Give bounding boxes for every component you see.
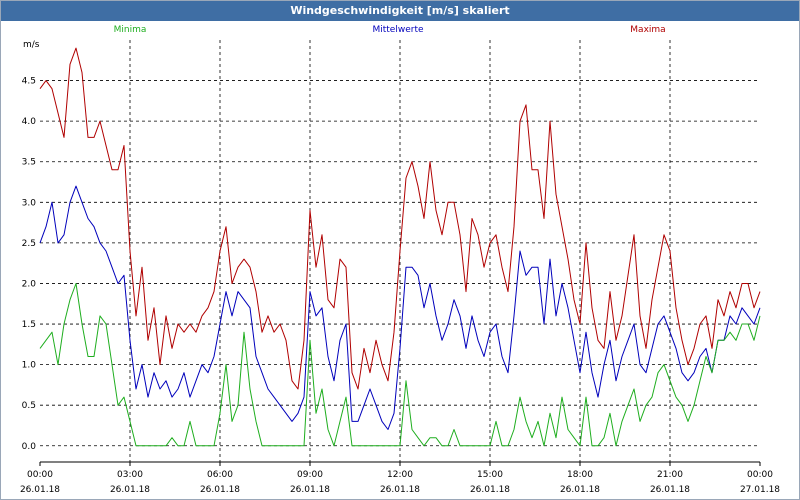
x-tick-date: 26.01.18	[650, 485, 690, 495]
y-tick-label: 0.0	[22, 442, 37, 452]
y-tick-label: 2.5	[22, 239, 36, 249]
x-tick-time: 00:00	[27, 470, 53, 480]
y-tick-label: 4.0	[22, 117, 37, 127]
x-tick-date: 26.01.18	[200, 485, 240, 495]
x-tick-date: 26.01.18	[290, 485, 330, 495]
window-title: Windgeschwindigkeit [m/s] skaliert	[1, 1, 799, 21]
x-tick-time: 06:00	[207, 470, 233, 480]
y-tick-label: 0.5	[22, 401, 36, 411]
x-tick-time: 03:00	[117, 470, 143, 480]
x-tick-time: 00:00	[747, 470, 773, 480]
y-tick-label: 2.0	[22, 279, 37, 289]
x-tick-time: 18:00	[567, 470, 593, 480]
axis-ticks: 0.0 0.5 1.0 1.5 2.0 2.5 3.0 3.5 4.0 4.5 00:00 26.01…	[20, 77, 780, 495]
x-tick-date: 26.01.18	[470, 485, 510, 495]
x-tick-date: 26.01.18	[20, 485, 60, 495]
series-line-mittelwerte	[39, 185, 761, 430]
series-lines	[39, 47, 761, 447]
y-tick-label: 4.5	[22, 77, 36, 87]
x-tick-time: 09:00	[297, 470, 323, 480]
x-tick-date: 26.01.18	[560, 485, 600, 495]
x-tick-time: 15:00	[477, 470, 503, 480]
y-tick-label: 1.0	[22, 361, 37, 371]
series-line-minima	[39, 283, 761, 447]
x-tick-time: 12:00	[387, 470, 413, 480]
y-tick-label: 3.5	[22, 158, 36, 168]
x-tick-date: 26.01.18	[110, 485, 150, 495]
y-tick-label: 1.5	[22, 320, 36, 330]
x-tick-date: 26.01.18	[380, 485, 420, 495]
y-tick-label: 3.0	[22, 198, 37, 208]
legend-minima: Minima	[114, 25, 147, 35]
legend-maxima: Maxima	[630, 25, 665, 35]
y-axis-unit: m/s	[23, 40, 40, 50]
legend-mittelwerte: Mittelwerte	[372, 25, 423, 35]
series-line-maxima	[39, 47, 761, 390]
x-tick-date: 27.01.18	[740, 485, 780, 495]
x-tick-time: 21:00	[657, 470, 683, 480]
